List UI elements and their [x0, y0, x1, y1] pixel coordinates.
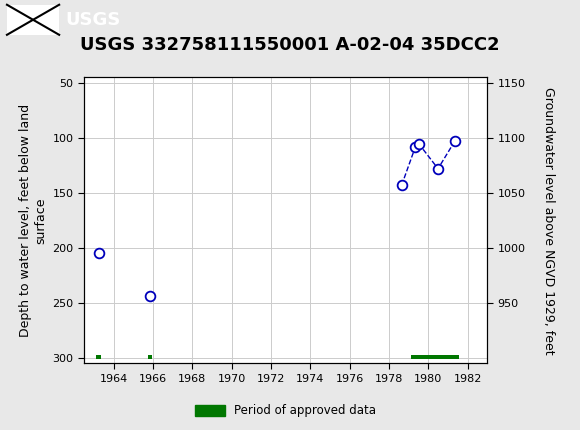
Bar — [7, 5, 59, 35]
Bar — [148, 355, 152, 359]
Legend: Period of approved data: Period of approved data — [195, 405, 376, 418]
Bar — [96, 355, 101, 359]
Text: USGS 332758111550001 A-02-04 35DCC2: USGS 332758111550001 A-02-04 35DCC2 — [80, 36, 500, 54]
Y-axis label: Groundwater level above NGVD 1929, feet: Groundwater level above NGVD 1929, feet — [542, 86, 555, 354]
Text: USGS: USGS — [65, 11, 120, 29]
Y-axis label: Depth to water level, feet below land
surface: Depth to water level, feet below land su… — [19, 104, 47, 337]
Bar — [411, 355, 459, 359]
